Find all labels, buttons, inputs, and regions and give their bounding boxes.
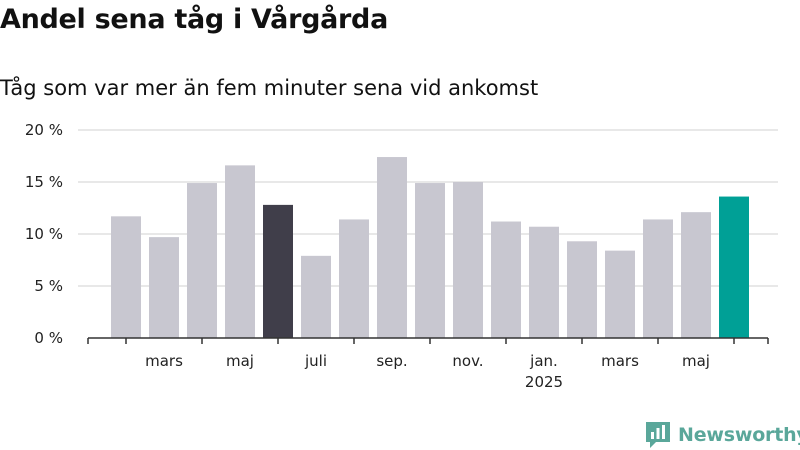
chart-subtitle: Tåg som var mer än fem minuter sena vid … [0, 76, 539, 100]
y-tick-label: 15 % [25, 173, 63, 191]
y-axis-ticks: 0 % 5 % 10 % 15 % 20 % [25, 121, 63, 347]
bar [605, 250, 635, 338]
bar [567, 241, 597, 338]
x-axis-ticks: mars maj juli sep. nov. jan. 2025 mars maj [145, 352, 710, 391]
bar [263, 204, 293, 338]
x-tick-label: mars [601, 352, 639, 370]
y-tick-label: 0 % [34, 329, 63, 347]
bar-chart: 0 % 5 % 10 % 15 % 20 % mars maj juli sep. nov. ja… [25, 121, 778, 391]
x-tick-label: jan. [529, 352, 558, 370]
bar [453, 182, 483, 338]
bar [643, 219, 673, 338]
x-tick-label: sep. [376, 352, 407, 370]
bar [149, 237, 179, 338]
y-tick-label: 20 % [25, 121, 63, 139]
bar [415, 183, 445, 338]
y-tick-label: 10 % [25, 225, 63, 243]
bar [377, 157, 407, 338]
x-tick-label: mars [145, 352, 183, 370]
bar [339, 219, 369, 338]
x-tick-label: maj [226, 352, 254, 370]
bar [187, 183, 217, 338]
x-axis [87, 337, 769, 344]
bar [301, 255, 331, 338]
bar [529, 226, 559, 338]
bar [111, 216, 141, 338]
x-tick-year-label: 2025 [525, 373, 563, 391]
brand: Newsworthy [644, 420, 800, 450]
x-tick-label: juli [304, 352, 327, 370]
bars [111, 157, 749, 338]
bar [491, 221, 521, 338]
y-tick-label: 5 % [34, 277, 63, 295]
x-tick-label: maj [682, 352, 710, 370]
x-tick-label: nov. [452, 352, 483, 370]
bar [225, 165, 255, 338]
chart-title: Andel sena tåg i Vårgårda [0, 4, 389, 35]
bar [681, 212, 711, 338]
brand-name: Newsworthy [678, 424, 800, 446]
newsworthy-logo-icon [646, 422, 670, 448]
bar [719, 196, 749, 338]
